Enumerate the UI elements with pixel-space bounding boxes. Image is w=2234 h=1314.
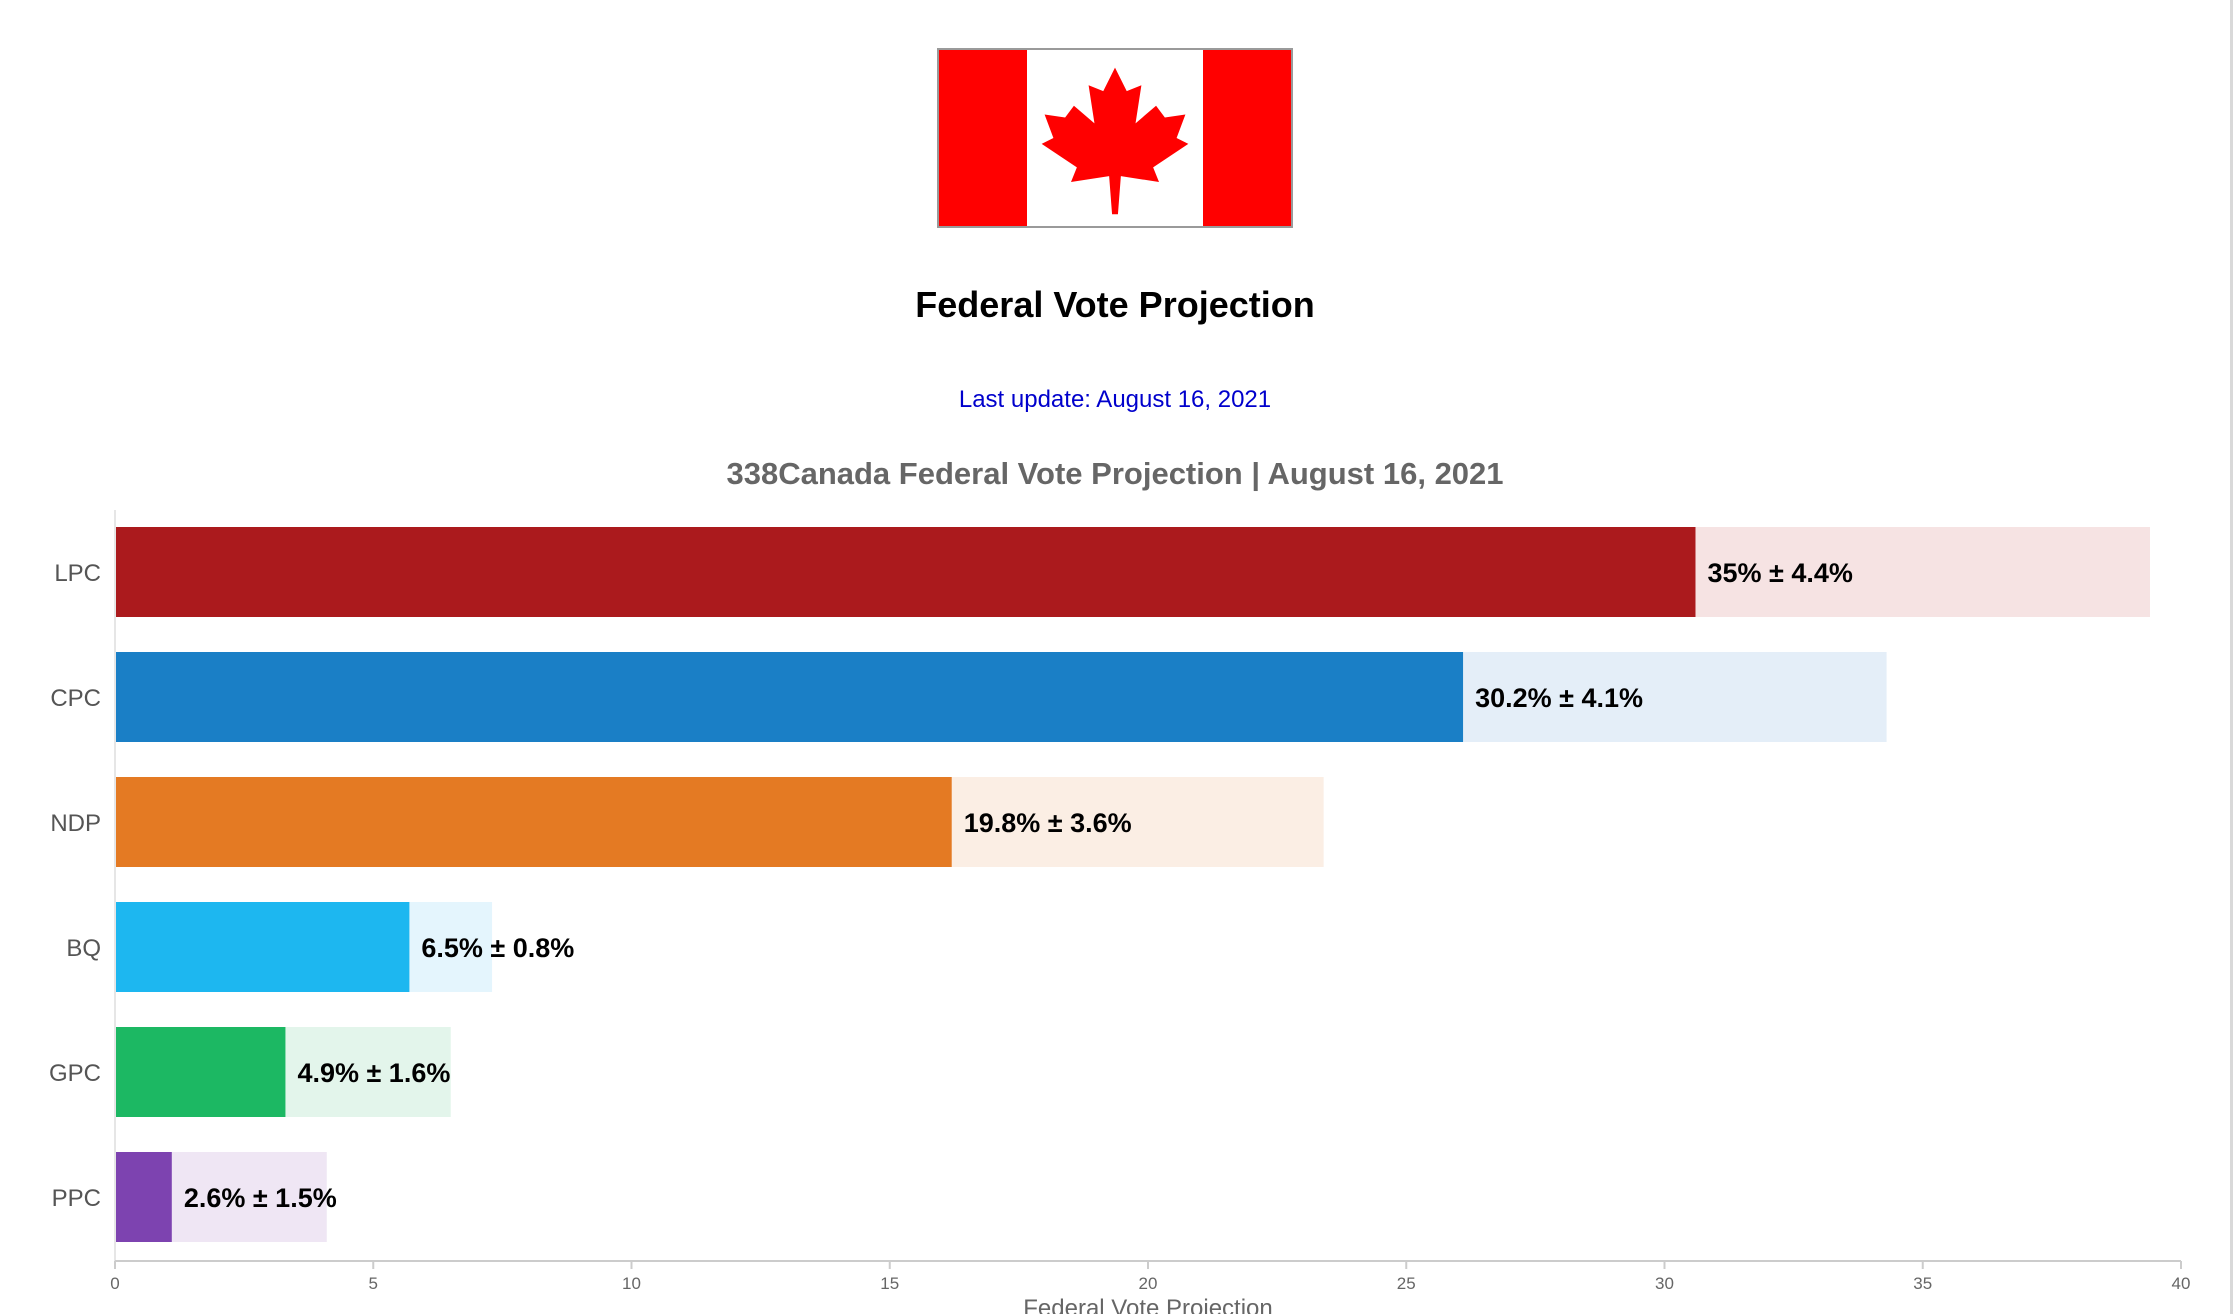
range-bar-gpc [285, 1027, 451, 1117]
bar-cpc [115, 652, 1464, 742]
category-label-ndp: NDP [50, 810, 101, 837]
x-tick-label-10: 10 [622, 1274, 641, 1293]
x-tick-label-0: 0 [110, 1274, 119, 1293]
page-right-border [2230, 0, 2233, 1314]
range-bar-ppc [171, 1152, 327, 1242]
range-bar-bq [409, 902, 493, 992]
range-bar-ndp [951, 777, 1324, 867]
flag-graphic [939, 50, 1291, 226]
flag-right-band [1203, 50, 1291, 226]
data-label-gpc: 4.9% ± 1.6% [297, 1058, 450, 1088]
data-label-cpc: 30.2% ± 4.1% [1475, 683, 1643, 713]
x-tick-label-30: 30 [1655, 1274, 1674, 1293]
category-label-cpc: CPC [50, 685, 101, 712]
bar-lpc [115, 527, 1696, 617]
maple-leaf-icon [1041, 67, 1189, 215]
x-tick-label-5: 5 [369, 1274, 378, 1293]
category-label-gpc: GPC [49, 1060, 101, 1087]
x-tick-label-40: 40 [2172, 1274, 2191, 1293]
x-axis-ticks: 0 5 10 15 20 25 30 35 40 [110, 1261, 2190, 1293]
x-tick-label-20: 20 [1139, 1274, 1158, 1293]
value-bars [115, 527, 1696, 1242]
canada-flag-icon [937, 48, 1293, 228]
last-update-text: Last update: August 16, 2021 [958, 386, 1272, 413]
x-tick-label-35: 35 [1913, 1274, 1932, 1293]
category-label-ppc: PPC [52, 1185, 101, 1212]
flag-left-band [939, 50, 1027, 226]
range-bar-cpc [1463, 652, 1887, 742]
category-labels: LPC CPC NDP BQ GPC PPC [49, 560, 101, 1212]
data-label-ppc: 2.6% ± 1.5% [184, 1183, 337, 1213]
range-bars [171, 527, 2151, 1242]
range-bar-lpc [1695, 527, 2151, 617]
category-label-lpc: LPC [54, 560, 101, 587]
bar-ppc [115, 1152, 172, 1242]
x-axis-title: Federal Vote Projection [1023, 1295, 1272, 1314]
data-label-lpc: 35% ± 4.4% [1707, 558, 1852, 588]
category-label-bq: BQ [66, 935, 101, 962]
chart-title: 338Canada Federal Vote Projection | Augu… [726, 456, 1504, 491]
data-label-ndp: 19.8% ± 3.6% [964, 808, 1132, 838]
bar-bq [115, 902, 410, 992]
x-tick-label-25: 25 [1397, 1274, 1416, 1293]
data-labels: 35% ± 4.4% 30.2% ± 4.1% 19.8% ± 3.6% 6.5% ±… [184, 558, 1853, 1213]
page-title: Federal Vote Projection [915, 284, 1315, 325]
data-label-bq: 6.5% ± 0.8% [421, 933, 574, 963]
x-tick-label-15: 15 [880, 1274, 899, 1293]
bar-ndp [115, 777, 952, 867]
bar-gpc [115, 1027, 286, 1117]
